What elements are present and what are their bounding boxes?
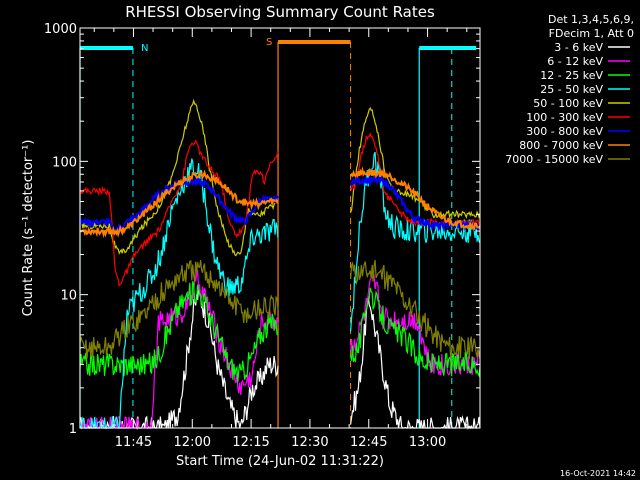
legend-header-line-1: Det 1,3,4,5,6,9, [548,13,634,26]
y-tick-label: 1000 [44,22,77,37]
legend-entry-label: 50 - 100 keV [533,97,603,110]
legend-entry-label: 7000 - 15000 keV [505,153,603,166]
series-line-7-segment-0 [80,169,279,239]
x-tick-label: 12:45 [350,435,387,450]
x-tick-label: 12:15 [232,435,269,450]
legend-entry-label: 6 - 12 keV [547,55,603,68]
series-line-3-segment-0 [79,158,279,430]
x-axis: 11:45 12:00 12:15 12:30 12:45 13:00 [93,28,468,450]
x-axis-label: Start Time (24-Jun-02 11:31:22) [176,454,384,469]
chart-title: RHESSI Observing Summary Count Rates [125,3,435,21]
y-tick-label: 10 [60,289,77,304]
legend-entry-label: 25 - 50 keV [540,83,603,96]
legend: Det 1,3,4,5,6,9, FDecim 1, Att 0 3 - 6 k… [505,13,634,166]
x-tick-label: 12:00 [174,435,211,450]
generation-timestamp: 16-Oct-2021 14:42 [560,469,636,478]
y-tick-label: 100 [52,155,77,170]
legend-entry-label: 100 - 300 keV [526,111,603,124]
legend-header-line-2: FDecim 1, Att 0 [549,27,634,40]
series-line-4-segment-1 [350,106,481,220]
legend-entry-label: 3 - 6 keV [554,41,603,54]
legend-entry-label: 12 - 25 keV [540,69,603,82]
series-line-8-segment-1 [350,259,481,360]
plot-frame [79,27,481,429]
legend-entry-label: 800 - 7000 keV [519,139,603,152]
legend-entry-label: 300 - 800 keV [526,125,603,138]
series-line-1-segment-1 [350,274,481,376]
series-line-3-segment-1 [350,151,481,332]
series-line-2-segment-0 [79,281,279,383]
y-axis: 1 10 100 1000 [44,22,480,437]
series-line-7-segment-1 [349,166,481,231]
y-tick-label: 1 [69,422,77,437]
annotation-label: S [266,37,272,48]
series-line-8-segment-0 [79,260,279,360]
y-axis-label: Count Rate (s⁻¹ detector⁻¹) [21,140,36,317]
series-line-6-segment-1 [350,173,481,233]
x-tick-label: 11:45 [115,435,152,450]
x-tick-label: 12:30 [291,435,328,450]
x-tick-label: 13:00 [409,435,446,450]
annotation-label: N [141,43,148,54]
